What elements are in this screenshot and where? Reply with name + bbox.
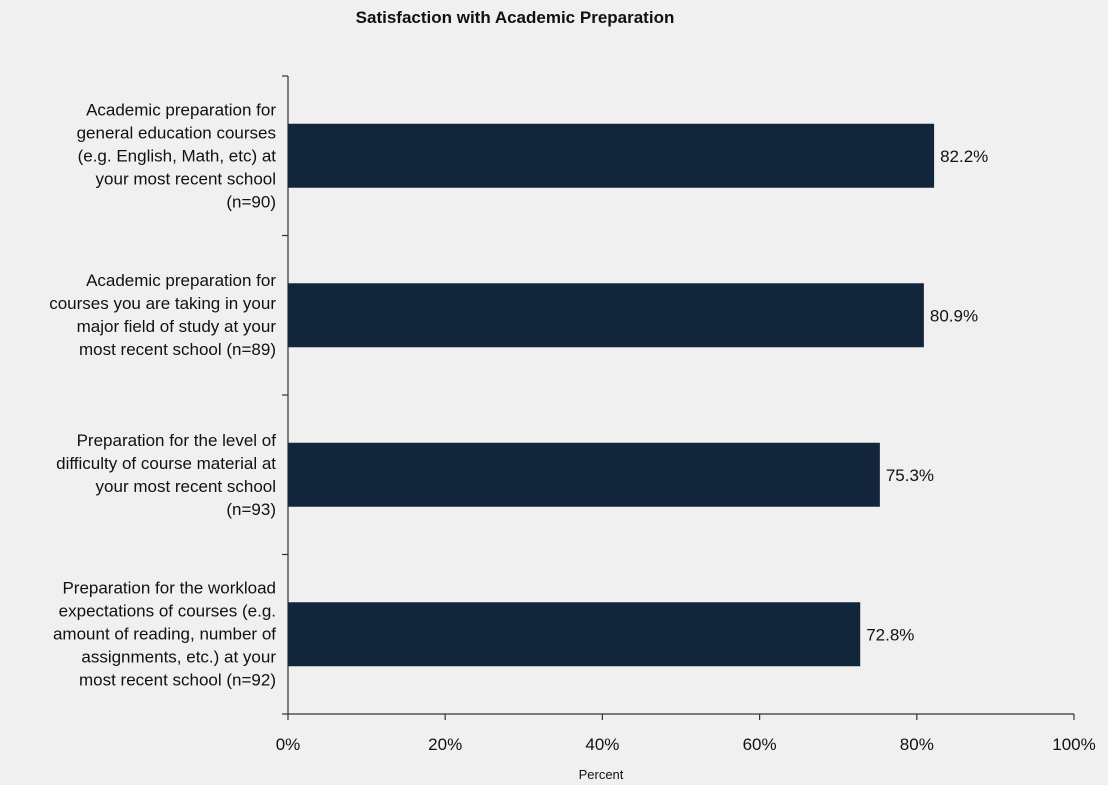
bar [288, 602, 861, 667]
x-tick-label: 60% [743, 735, 777, 754]
x-tick-label: 20% [428, 735, 462, 754]
bar [288, 123, 935, 188]
x-tick-label: 80% [900, 735, 934, 754]
bar [288, 283, 924, 348]
category-label: Academic preparation for general educati… [76, 100, 276, 212]
bar [288, 442, 880, 507]
category-label: Academic preparation for courses you are… [49, 271, 276, 360]
data-label: 80.9% [930, 306, 978, 325]
category-label: Preparation for the workload expectation… [52, 578, 276, 690]
data-label: 82.2% [940, 147, 988, 166]
x-tick-label: 100% [1052, 735, 1095, 754]
x-tick-label: 40% [585, 735, 619, 754]
data-label: 72.8% [866, 625, 914, 644]
chart-title: Satisfaction with Academic Preparation [355, 8, 675, 27]
category-label: Preparation for the level of difficulty … [56, 430, 276, 519]
x-axis-title: Percent [579, 767, 624, 782]
data-label: 75.3% [886, 466, 934, 485]
x-tick-label: 0% [276, 735, 301, 754]
